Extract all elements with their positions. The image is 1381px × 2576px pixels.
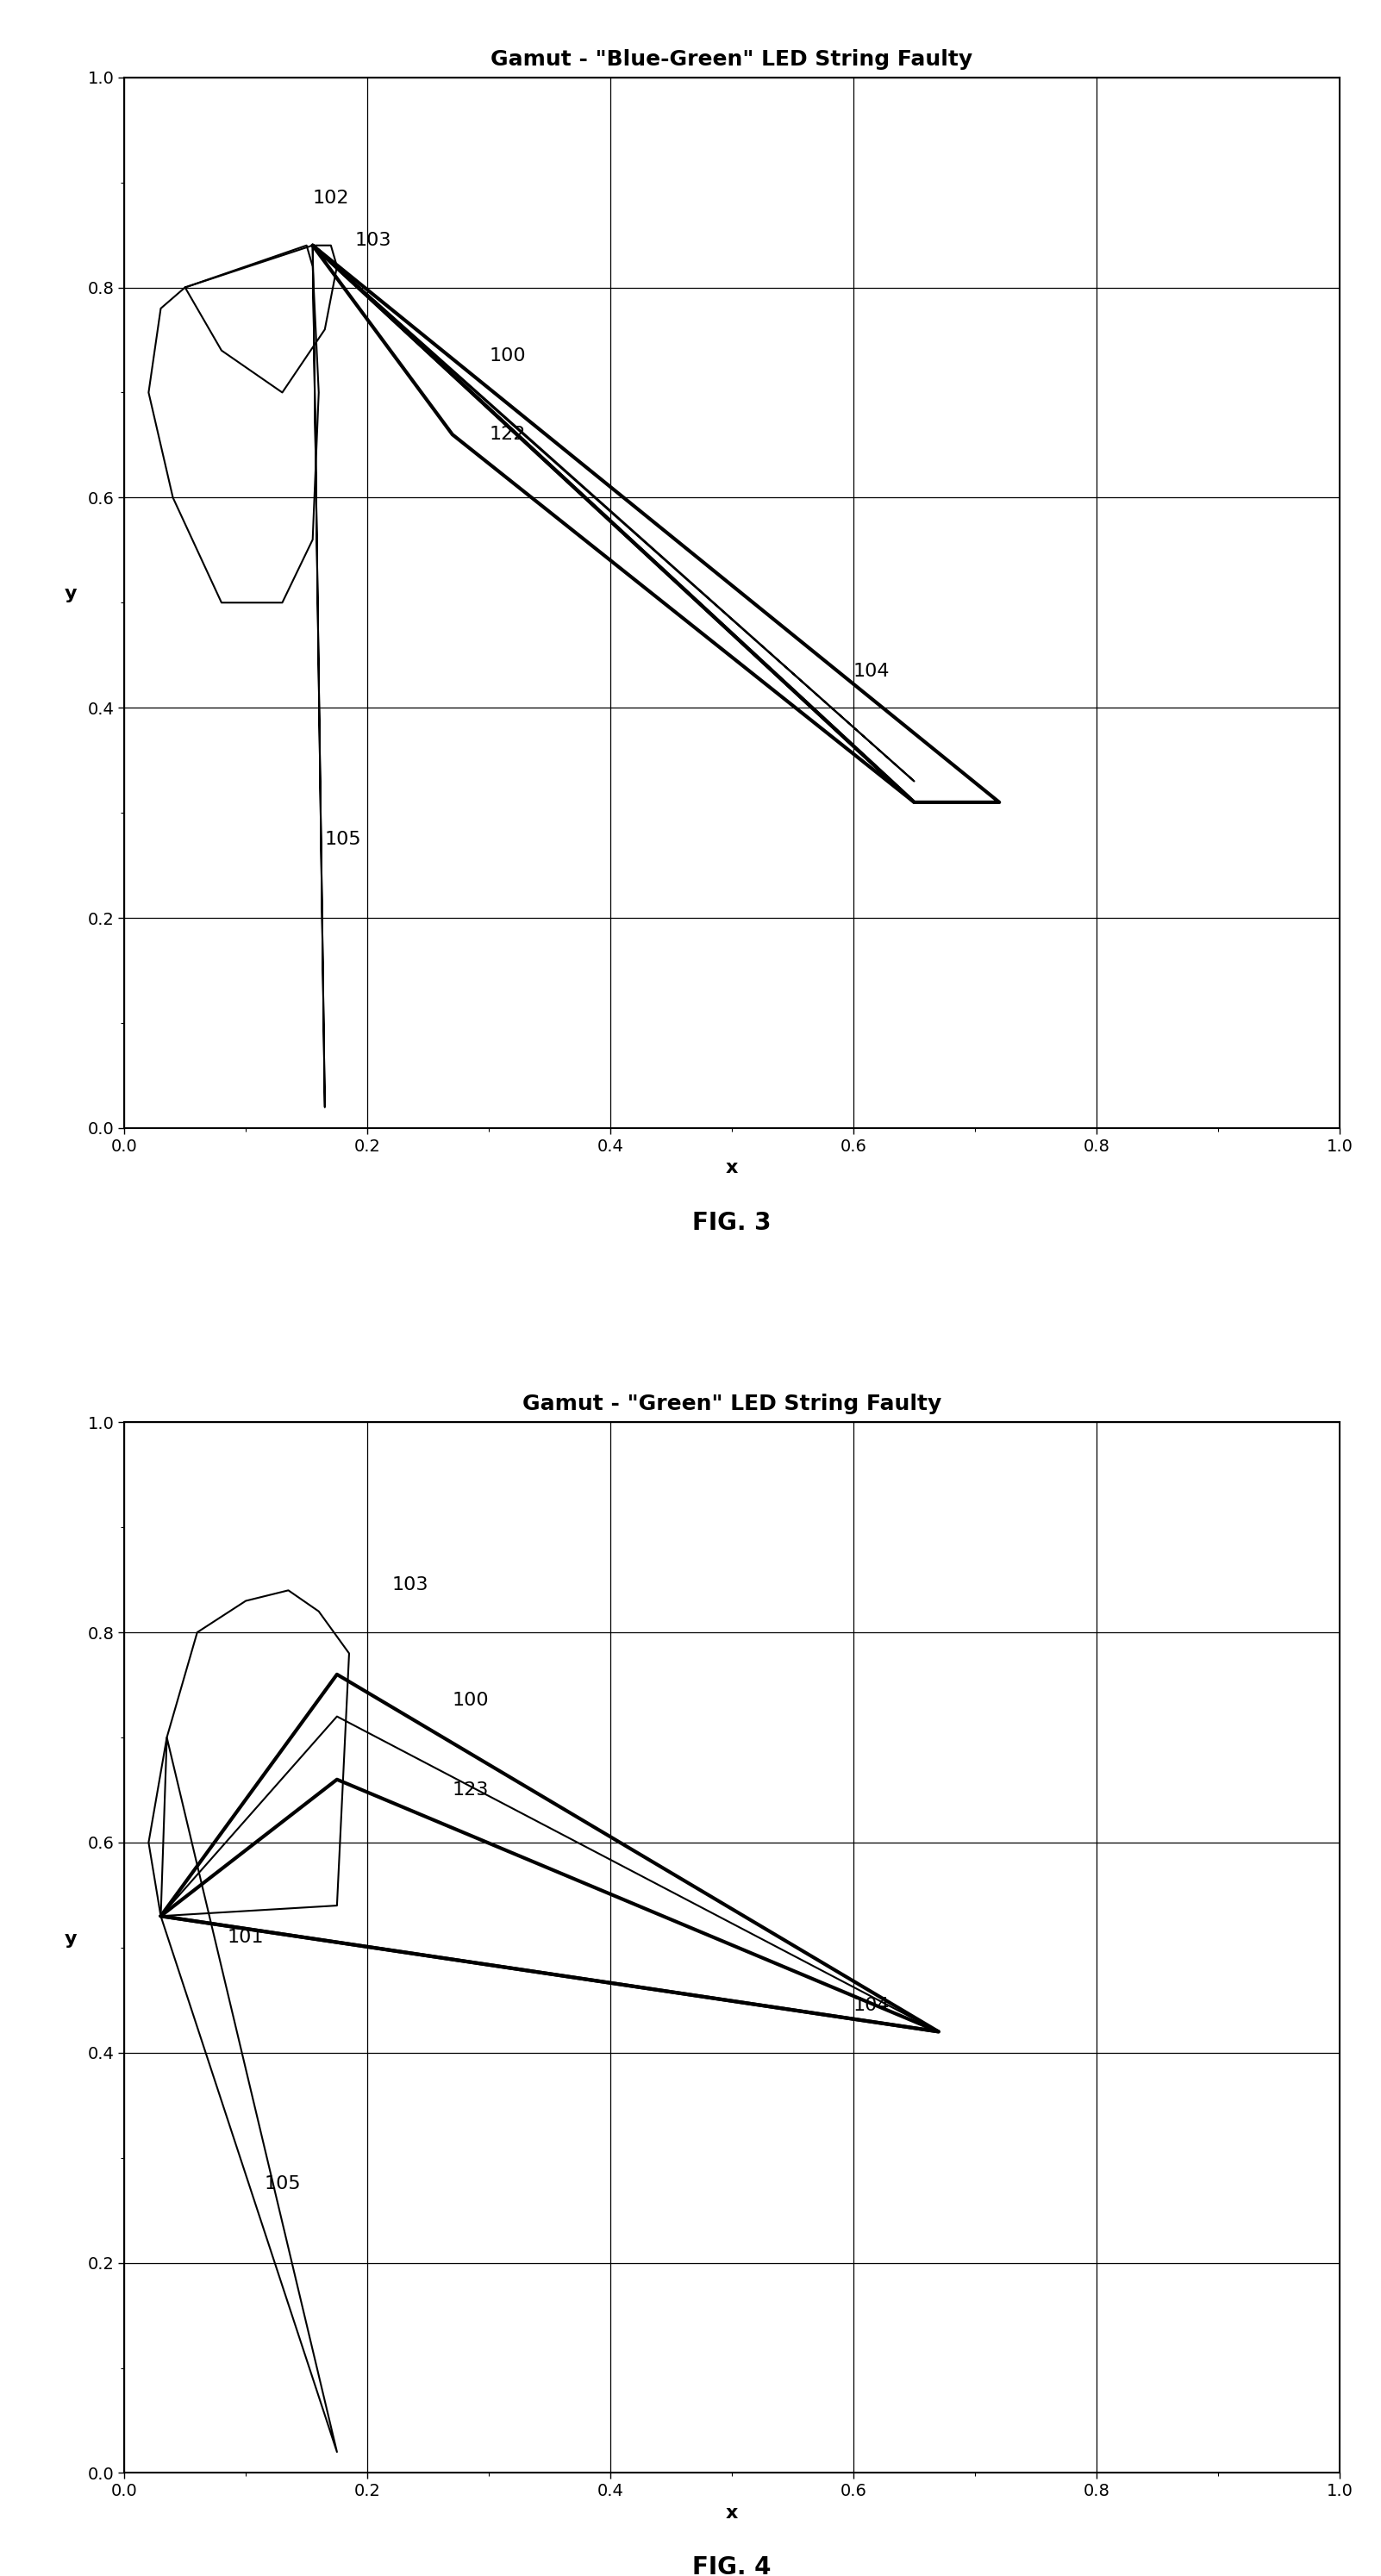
Title: Gamut - "Green" LED String Faulty: Gamut - "Green" LED String Faulty [522, 1394, 942, 1414]
Text: 100: 100 [489, 348, 526, 363]
Text: FIG. 4: FIG. 4 [692, 2555, 772, 2576]
Title: Gamut - "Blue-Green" LED String Faulty: Gamut - "Blue-Green" LED String Faulty [490, 49, 974, 70]
X-axis label: x: x [726, 1159, 737, 1177]
Y-axis label: y: y [65, 1929, 77, 1947]
Text: 103: 103 [355, 232, 392, 250]
Text: 100: 100 [453, 1692, 489, 1710]
Text: FIG. 3: FIG. 3 [692, 1211, 772, 1234]
X-axis label: x: x [726, 2504, 737, 2522]
Text: 123: 123 [453, 1783, 489, 1798]
Text: 104: 104 [853, 662, 891, 680]
Text: 102: 102 [312, 191, 349, 206]
Text: 103: 103 [392, 1577, 428, 1595]
Text: 122: 122 [489, 425, 525, 443]
Text: 105: 105 [264, 2177, 301, 2192]
Text: 101: 101 [228, 1929, 264, 1945]
Text: 104: 104 [853, 1996, 891, 2014]
Text: 105: 105 [325, 829, 362, 848]
Y-axis label: y: y [65, 585, 77, 603]
